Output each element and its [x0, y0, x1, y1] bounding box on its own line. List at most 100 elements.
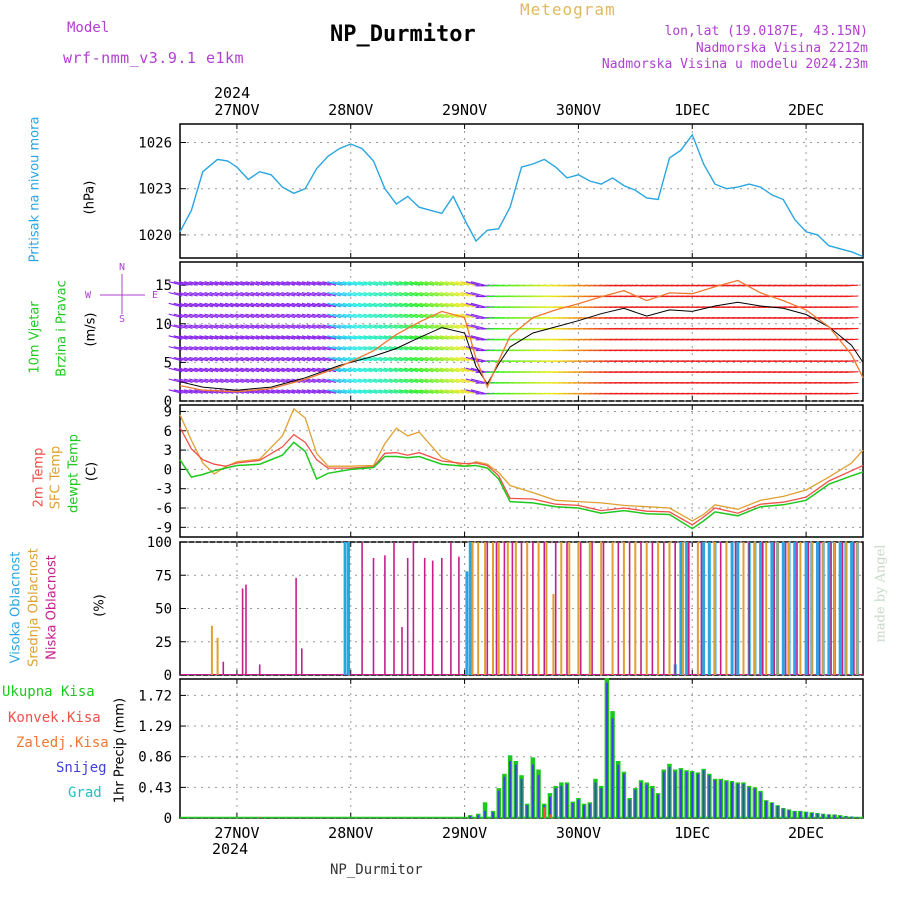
wind-barb — [378, 356, 393, 362]
wind-barb — [255, 302, 270, 308]
wind-barb — [378, 367, 393, 373]
wind-barb — [388, 324, 403, 329]
wind-barb — [189, 367, 203, 373]
high-cloud-bar — [730, 542, 734, 675]
y-tick-label: 50 — [155, 602, 172, 618]
wind-barb — [209, 291, 224, 297]
wind-barb — [245, 356, 260, 362]
wind-barb — [245, 302, 260, 308]
wind-barb — [363, 302, 378, 308]
wind-barb — [373, 335, 388, 340]
wind-barb — [352, 291, 367, 297]
snow-bar — [492, 812, 494, 818]
mid-cloud-bar — [588, 542, 591, 675]
wind-barb — [250, 281, 265, 286]
wind-barb — [445, 324, 460, 329]
snow-bar — [605, 682, 608, 818]
y-tick-label: -9 — [155, 520, 172, 536]
wind-barb — [352, 335, 367, 340]
conv-rain-bar — [549, 814, 551, 818]
x-tick-label-bottom: 1DEC — [674, 824, 710, 842]
wind-barb — [189, 378, 203, 384]
y-tick-label: 1.72 — [138, 688, 172, 704]
wind-barb — [429, 302, 444, 308]
high-cloud-bar — [465, 571, 469, 675]
wind-barb — [465, 291, 480, 297]
wind-barb — [276, 281, 290, 286]
snow-bar — [770, 803, 773, 818]
wind-barb — [178, 367, 193, 373]
wind-barb — [291, 281, 306, 286]
wind-barb — [250, 302, 265, 308]
low-cloud-bar — [818, 542, 821, 675]
wind-barb — [404, 281, 419, 286]
low-cloud-bar — [748, 542, 750, 675]
wind-barb — [317, 302, 331, 308]
wind-barb — [844, 360, 859, 363]
wind-barb — [255, 378, 270, 384]
wind-barb — [414, 324, 429, 329]
wind-barb — [844, 392, 859, 395]
compass-east: E — [152, 290, 158, 301]
wind-barb — [235, 346, 250, 351]
wind-barb — [168, 324, 183, 329]
low-cloud-bar — [602, 542, 605, 675]
wind-barb — [286, 346, 301, 351]
snow-bar — [696, 773, 699, 818]
wind-barb — [358, 335, 372, 340]
y-tick-label: 0.86 — [138, 750, 172, 766]
wind-barb — [455, 291, 470, 297]
high-cloud-bar — [850, 542, 854, 675]
compass-south: S — [119, 314, 125, 325]
snow-bar — [469, 815, 472, 818]
wind-speed-line — [179, 301, 864, 391]
wind-barb — [311, 291, 326, 297]
wind-barb — [347, 313, 362, 319]
wind-barb — [399, 346, 413, 351]
mid-cloud-bar — [560, 542, 563, 675]
snow-bar — [736, 783, 739, 818]
high-cloud-bar — [679, 542, 683, 675]
wind-barb — [455, 367, 470, 373]
wind-barb — [455, 378, 470, 384]
wind-barb — [399, 378, 413, 384]
wind-barb — [332, 302, 347, 308]
wind-barb — [327, 389, 342, 394]
panel-frame — [179, 123, 864, 259]
wind-barb — [250, 324, 265, 329]
wind-barb — [460, 335, 475, 340]
wind-barb — [235, 291, 250, 297]
wind-barb — [281, 335, 296, 340]
wind-barb — [337, 291, 352, 297]
wind-barb — [183, 335, 198, 340]
x-tick-label-top: 29NOV — [442, 101, 487, 119]
low-cloud-bar — [807, 542, 810, 675]
wind-barb — [404, 346, 419, 351]
wind-barb — [440, 335, 454, 340]
wind-barb — [404, 313, 419, 319]
wind-barb — [306, 324, 321, 329]
wind-barb — [429, 367, 444, 373]
wind-barb — [337, 346, 352, 351]
low-cloud-bar — [640, 542, 642, 675]
wind-barb — [296, 335, 311, 340]
wind-barb — [399, 302, 413, 308]
wind-barb — [352, 302, 367, 308]
wind-barb — [388, 335, 403, 340]
wind-barb — [465, 389, 480, 394]
wind-barb — [168, 367, 183, 373]
low-cloud-bar — [762, 542, 764, 675]
snow-bar — [827, 814, 830, 818]
snow-bar — [725, 781, 728, 818]
wind-barb — [393, 335, 408, 340]
wind-barb — [342, 313, 357, 319]
wind-barb — [352, 378, 367, 384]
wind-barb — [296, 324, 311, 329]
footer-station: NP_Durmitor — [330, 862, 423, 878]
wind-barb — [255, 346, 270, 351]
wind-barb — [445, 291, 460, 297]
snow-bar — [674, 771, 677, 818]
x-tick-label-top: 30NOV — [556, 101, 601, 119]
wind-barb — [271, 313, 285, 319]
x-tick-label-bottom: 30NOV — [556, 824, 601, 842]
